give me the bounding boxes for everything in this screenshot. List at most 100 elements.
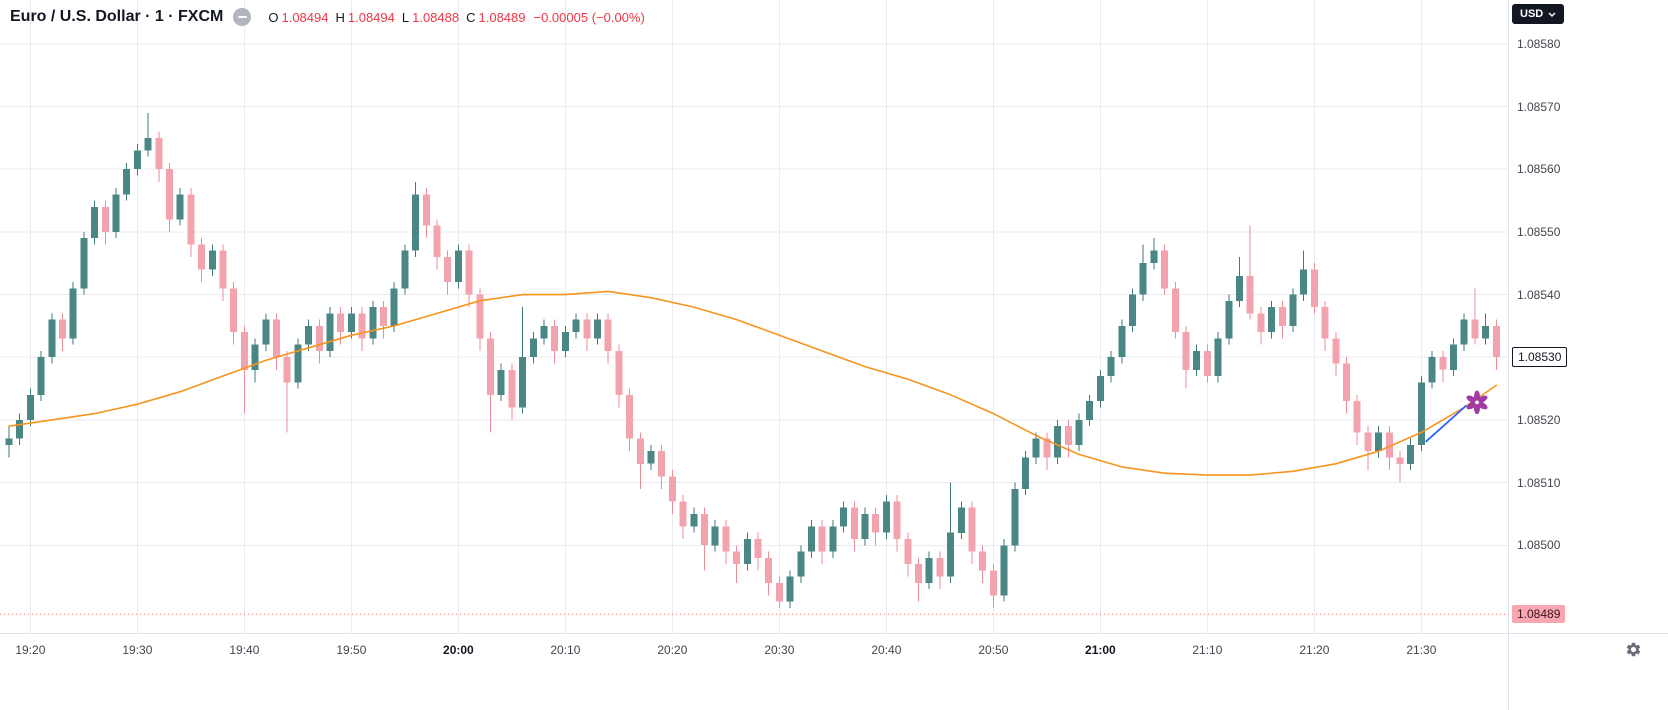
ohlc-value: 1.08489	[478, 9, 526, 25]
candle	[957, 507, 965, 533]
price-tick: 1.08560	[1517, 162, 1561, 177]
candle	[230, 288, 238, 333]
ohlc-value: 1.08494	[281, 9, 329, 25]
candle	[1300, 269, 1308, 295]
candle	[1460, 319, 1468, 345]
ohlc-value: 1.08488	[412, 9, 460, 25]
candle	[80, 238, 88, 289]
price-chart[interactable]: Euro / U.S. Dollar · 1 · FXCM O 1.08494 H 1…	[0, 0, 1508, 633]
candle	[840, 507, 848, 527]
minus-icon	[237, 16, 247, 18]
candle	[775, 582, 783, 602]
candle	[326, 313, 334, 351]
time-label: 20:30	[764, 643, 795, 657]
candle	[989, 570, 997, 596]
time-axis[interactable]: 19:20 19:30 19:40 19:50 20:00 20:10 20:20 20:30…	[0, 633, 1508, 710]
price-tick: 1.08570	[1517, 99, 1561, 114]
candle	[133, 150, 141, 170]
candle	[337, 313, 345, 333]
candle	[594, 319, 601, 339]
candle	[701, 513, 708, 546]
candle	[283, 357, 291, 383]
candle	[144, 137, 152, 151]
candle	[936, 557, 944, 577]
ohlc-value: 1.08494	[347, 9, 395, 25]
candle	[112, 194, 120, 232]
candle	[69, 288, 77, 339]
candle	[315, 325, 323, 351]
candle	[1182, 332, 1190, 370]
candle	[786, 576, 794, 602]
settings-gear-icon[interactable]	[1625, 641, 1642, 663]
candle	[1086, 401, 1094, 420]
candle	[1032, 438, 1040, 458]
ma-line[interactable]	[8, 290, 1498, 476]
candle	[1492, 325, 1500, 358]
candle	[1096, 376, 1104, 402]
candle	[1343, 363, 1350, 402]
candle	[519, 357, 527, 408]
currency-label: USD	[1520, 8, 1544, 20]
ohlc-key: C	[466, 9, 476, 25]
candle	[743, 539, 751, 565]
candle	[1268, 307, 1276, 333]
ohlc-legend: O 1.08494 H 1.08494 L 1.08488 C 1.08489 −0.00005…	[261, 10, 644, 25]
time-label: 19:20	[15, 643, 46, 657]
time-label: 19:30	[122, 643, 153, 657]
candle	[658, 451, 666, 477]
flower-marker[interactable]	[1465, 390, 1489, 415]
candle	[540, 325, 548, 339]
candle	[176, 194, 184, 220]
trendline-drawing[interactable]	[1425, 404, 1467, 443]
candle	[240, 332, 248, 370]
candlestick-chart-canvas[interactable]	[0, 0, 1508, 633]
candle	[861, 513, 869, 539]
price-tick: 1.08520	[1517, 412, 1561, 427]
candle	[294, 344, 302, 383]
symbol-title[interactable]: Euro / U.S. Dollar · 1 · FXCM	[10, 8, 224, 25]
candle	[1246, 275, 1254, 314]
candle	[454, 250, 462, 282]
candle	[1054, 426, 1062, 458]
candle	[882, 501, 890, 533]
time-label: 20:00	[443, 643, 474, 657]
candle	[551, 325, 559, 351]
price-tick: 1.08550	[1517, 224, 1561, 239]
candle	[91, 206, 99, 239]
candle	[1236, 275, 1243, 301]
candle	[59, 319, 66, 339]
candle	[1225, 300, 1233, 339]
currency-selector[interactable]: USD	[1512, 4, 1565, 24]
candle	[465, 250, 473, 295]
price-axis[interactable]: USD 1.08580 1.08570 1.08560 1.08550 1.08540 1…	[1508, 0, 1668, 633]
time-label: 19:40	[229, 643, 260, 657]
candle	[401, 250, 409, 289]
price-tick: 1.08510	[1517, 475, 1561, 490]
candle	[16, 419, 24, 439]
candle	[497, 369, 505, 395]
candle	[722, 526, 730, 552]
candle	[219, 250, 227, 289]
candle	[572, 319, 580, 333]
candle	[829, 526, 837, 552]
candle	[101, 206, 109, 232]
candle	[198, 244, 206, 270]
legend-collapse-button[interactable]	[233, 8, 252, 26]
candle	[508, 369, 516, 408]
ohlc-key: H	[335, 9, 345, 25]
candle	[915, 564, 922, 583]
candle	[1332, 338, 1340, 364]
candle	[1439, 357, 1447, 370]
candle	[947, 532, 955, 577]
candle	[1396, 457, 1404, 464]
candle	[818, 526, 826, 552]
candle	[1417, 382, 1425, 445]
candle	[1118, 325, 1126, 358]
time-label: 21:00	[1085, 643, 1116, 657]
candle	[305, 325, 313, 345]
candle	[390, 288, 398, 326]
candle	[733, 551, 741, 564]
candle	[251, 344, 259, 370]
candle	[358, 313, 366, 339]
